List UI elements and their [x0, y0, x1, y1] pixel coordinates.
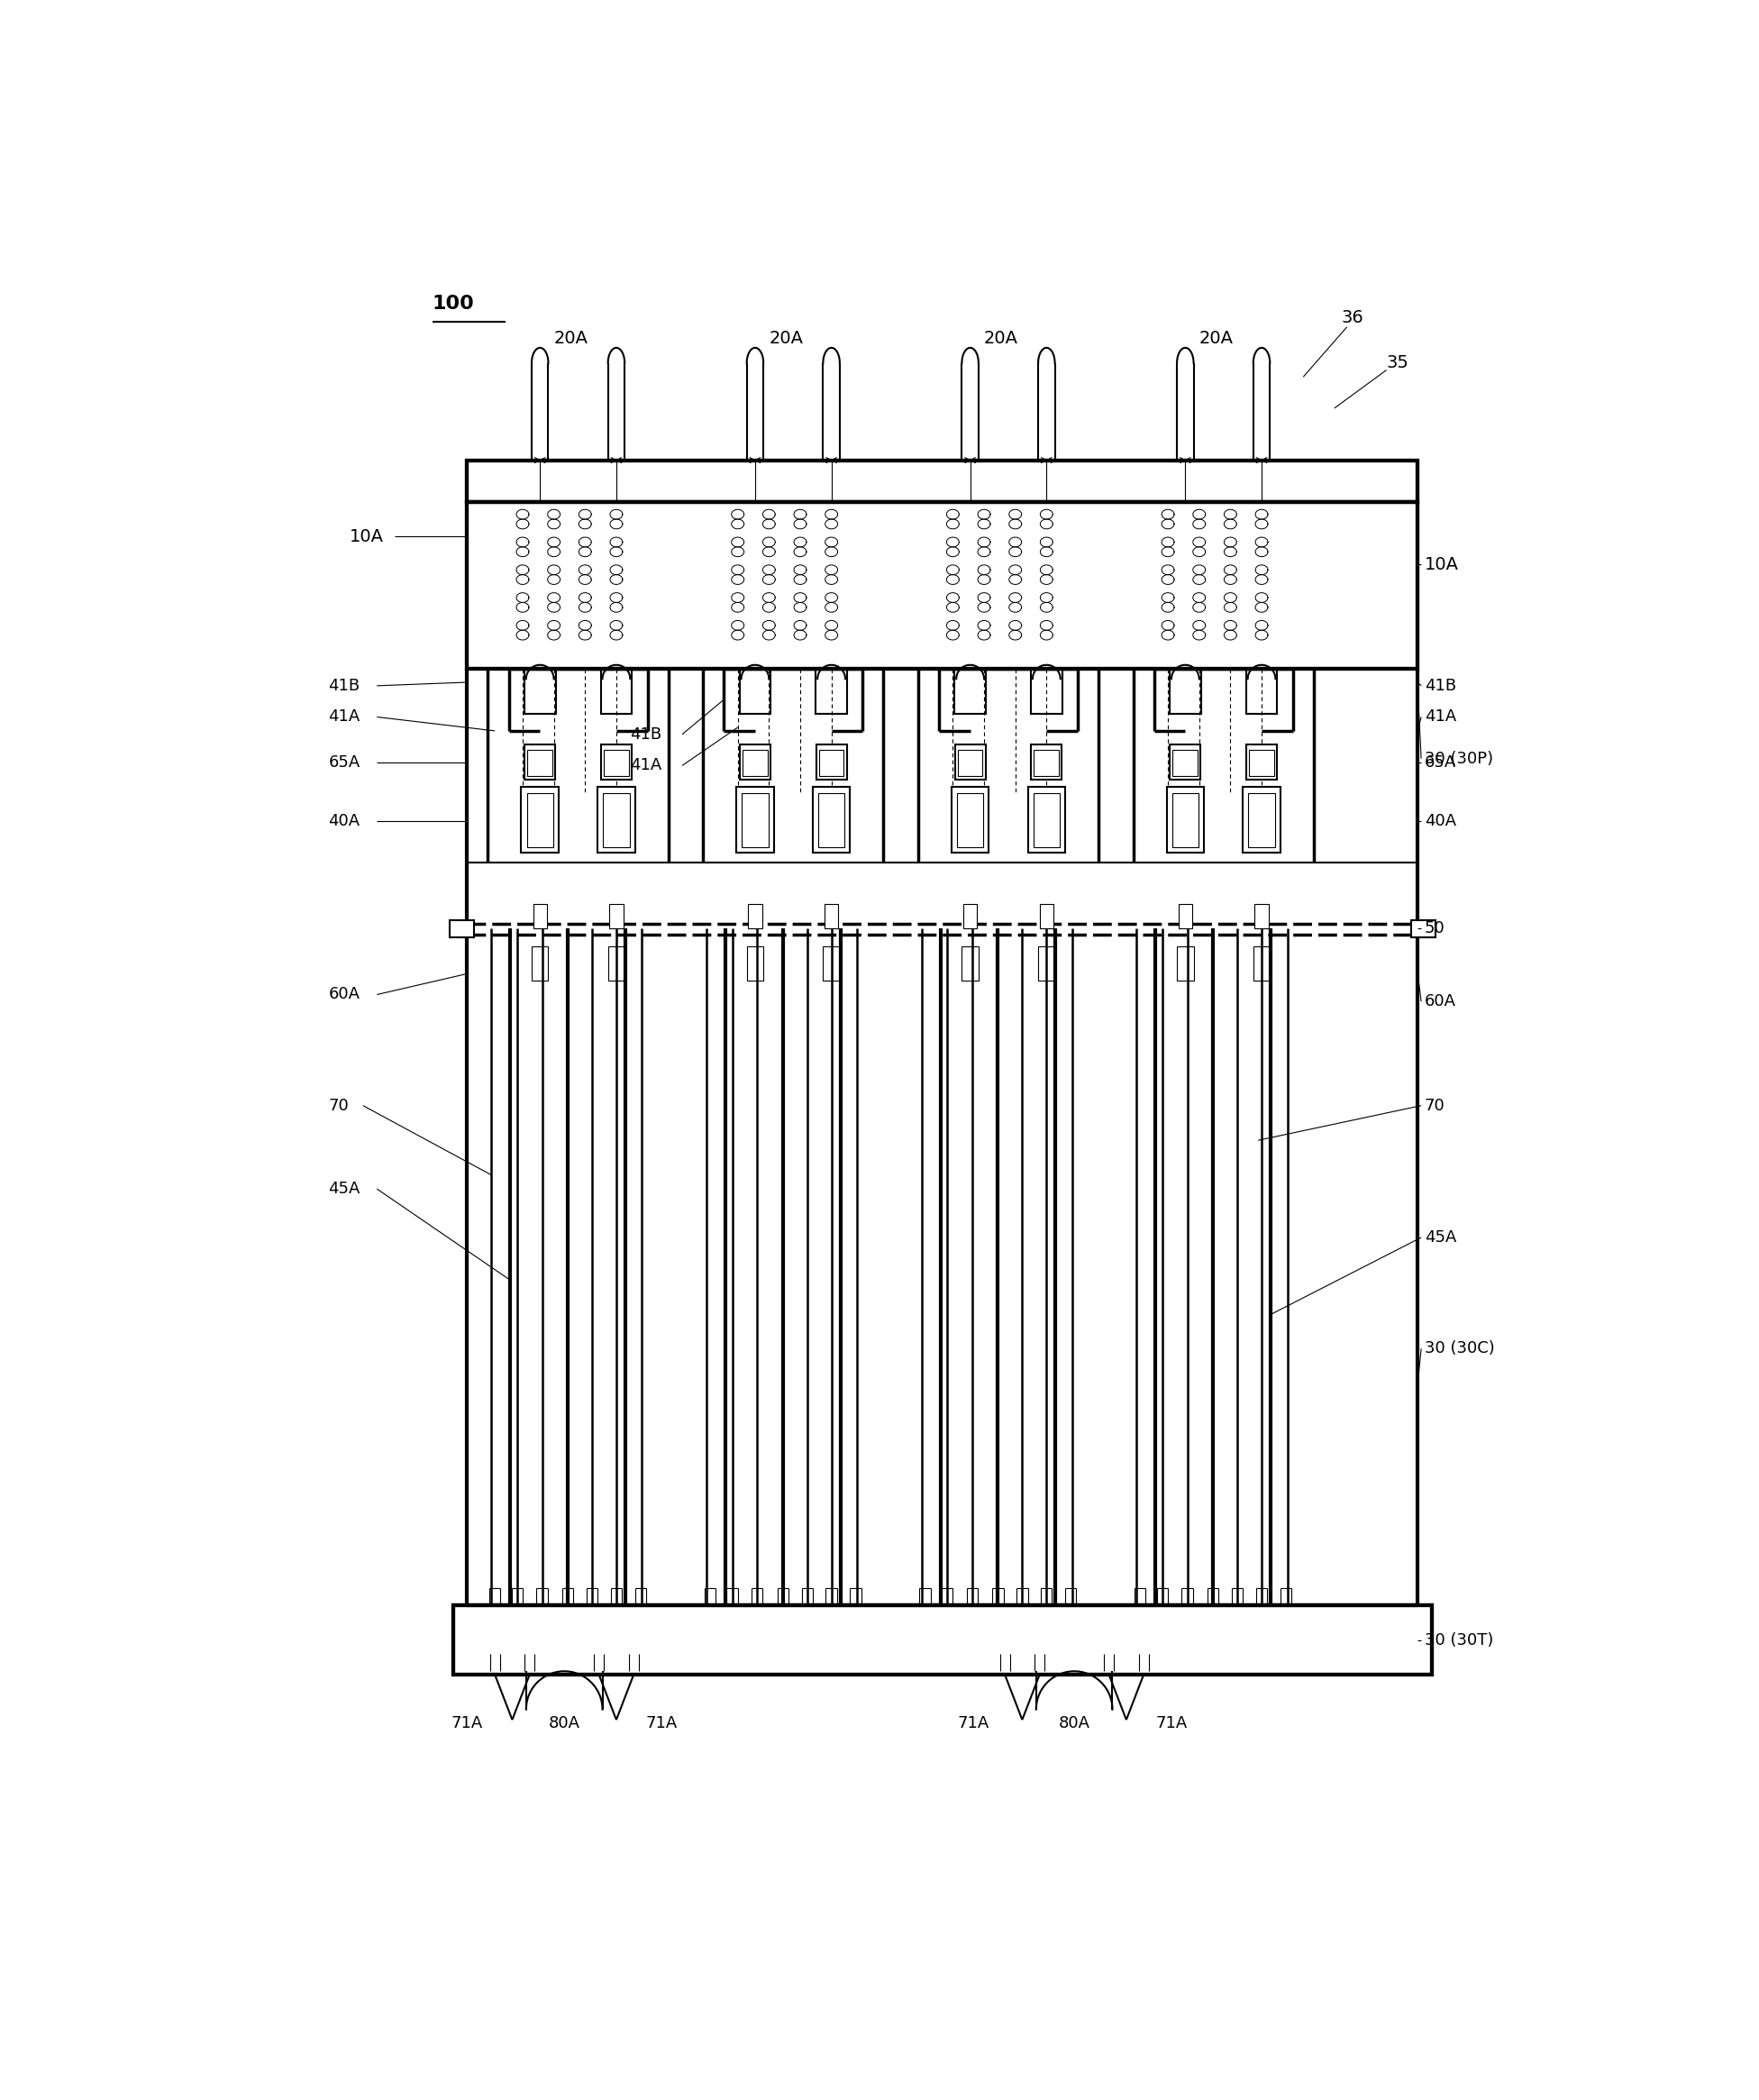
Bar — [1171, 794, 1198, 848]
Bar — [1244, 785, 1281, 853]
Bar — [1249, 750, 1274, 777]
Bar — [450, 920, 475, 939]
Bar — [957, 750, 983, 777]
Bar — [748, 905, 762, 928]
Bar — [533, 905, 547, 928]
Bar — [825, 905, 839, 928]
Bar — [1252, 945, 1270, 981]
Bar — [742, 794, 769, 848]
Bar — [1031, 746, 1062, 779]
Bar — [1031, 668, 1062, 714]
Text: 45A: 45A — [329, 1180, 361, 1197]
Bar — [737, 785, 774, 853]
Bar — [955, 668, 985, 714]
Bar — [598, 785, 635, 853]
Text: 41A: 41A — [329, 710, 361, 724]
Bar — [1179, 905, 1193, 928]
Text: 71A: 71A — [1156, 1716, 1187, 1730]
Bar — [1247, 746, 1277, 779]
Bar — [524, 668, 556, 714]
Bar — [468, 460, 1418, 502]
Text: 40A: 40A — [329, 813, 361, 830]
Bar — [454, 1604, 1432, 1674]
Bar — [816, 746, 846, 779]
Text: 20A: 20A — [983, 330, 1018, 347]
Bar — [1040, 905, 1054, 928]
Text: 20A: 20A — [1200, 330, 1233, 347]
Bar — [603, 750, 628, 777]
Bar — [964, 905, 976, 928]
Text: 30 (30P): 30 (30P) — [1425, 750, 1493, 766]
Text: 20A: 20A — [769, 330, 804, 347]
Text: 30 (30C): 30 (30C) — [1425, 1340, 1495, 1357]
Bar — [528, 750, 552, 777]
Text: 50: 50 — [1425, 920, 1446, 937]
Text: 65A: 65A — [1425, 754, 1456, 771]
Bar — [603, 794, 630, 848]
Text: 70: 70 — [329, 1098, 348, 1113]
Text: 45A: 45A — [1425, 1228, 1456, 1245]
Bar — [526, 794, 552, 848]
Bar — [454, 1604, 1432, 1674]
Bar — [748, 945, 763, 981]
Text: 36: 36 — [1342, 309, 1363, 326]
Bar — [1034, 750, 1059, 777]
Text: 71A: 71A — [452, 1716, 484, 1730]
Text: 20A: 20A — [554, 330, 588, 347]
Text: 80A: 80A — [1059, 1716, 1091, 1730]
Text: 10A: 10A — [1425, 556, 1458, 573]
Text: 71A: 71A — [957, 1716, 990, 1730]
Bar — [962, 945, 978, 981]
Text: 80A: 80A — [549, 1716, 580, 1730]
Bar — [468, 502, 1418, 668]
Bar — [531, 945, 549, 981]
Bar — [602, 746, 631, 779]
Bar — [1027, 785, 1066, 853]
Text: 71A: 71A — [646, 1716, 677, 1730]
Bar — [1166, 785, 1203, 853]
Bar — [468, 460, 1418, 502]
Text: 65A: 65A — [329, 754, 361, 771]
Bar — [1038, 945, 1055, 981]
Text: 35: 35 — [1386, 355, 1409, 372]
Bar — [818, 794, 844, 848]
Bar — [741, 746, 770, 779]
Text: 70: 70 — [1425, 1098, 1446, 1113]
Bar — [521, 785, 559, 853]
Bar — [1254, 905, 1268, 928]
Bar — [1033, 794, 1059, 848]
Bar — [813, 785, 850, 853]
Bar — [1245, 668, 1277, 714]
Bar — [1249, 794, 1275, 848]
Bar — [816, 668, 848, 714]
Text: 40A: 40A — [1425, 813, 1456, 830]
Bar — [1170, 668, 1201, 714]
Bar — [1177, 945, 1194, 981]
Bar — [524, 746, 556, 779]
Text: 60A: 60A — [329, 987, 361, 1002]
Bar — [823, 945, 839, 981]
Bar — [1170, 746, 1201, 779]
Text: 41A: 41A — [1425, 710, 1456, 724]
Bar — [957, 794, 983, 848]
Text: 41B: 41B — [630, 727, 661, 743]
Bar — [609, 945, 624, 981]
Text: 41A: 41A — [630, 758, 661, 773]
Bar — [820, 750, 844, 777]
Bar — [1173, 750, 1198, 777]
Text: 41B: 41B — [329, 678, 361, 693]
Bar — [952, 785, 989, 853]
Bar — [609, 905, 623, 928]
Bar — [739, 668, 770, 714]
Text: 10A: 10A — [350, 527, 383, 546]
Bar — [955, 746, 985, 779]
Text: 60A: 60A — [1425, 993, 1456, 1010]
Bar — [600, 668, 631, 714]
Text: 100: 100 — [433, 294, 475, 313]
Bar — [742, 750, 767, 777]
Text: 41B: 41B — [1425, 678, 1456, 693]
Bar — [468, 502, 1418, 668]
Bar — [1411, 920, 1435, 939]
Text: 30 (30T): 30 (30T) — [1425, 1632, 1493, 1649]
